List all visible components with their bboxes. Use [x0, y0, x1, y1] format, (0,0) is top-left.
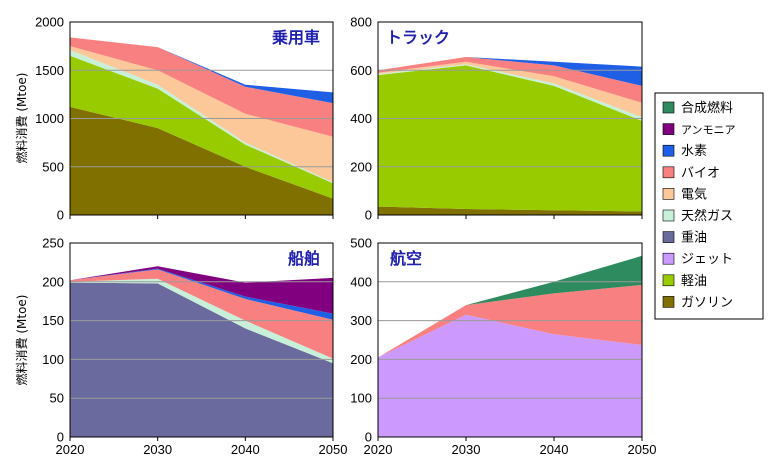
area-水素 — [378, 57, 642, 86]
y-tick-label: 1000 — [35, 111, 64, 126]
area-電気 — [70, 46, 333, 183]
plot-frame — [377, 21, 643, 216]
area-水素 — [70, 37, 333, 104]
legend-swatch — [662, 209, 675, 222]
area-バイオ — [378, 284, 642, 358]
y-tick-label: 0 — [365, 208, 372, 223]
x-tick-label: 2030 — [452, 442, 481, 457]
plot-frame — [377, 242, 643, 438]
x-tick-label: 2050 — [628, 442, 657, 457]
area-ガソリン — [378, 206, 642, 215]
plot-frame — [69, 21, 334, 216]
area-軽油 — [70, 55, 333, 199]
y-tick-label: 300 — [350, 313, 372, 328]
area-合成燃料 — [378, 255, 642, 358]
legend-swatch — [662, 231, 675, 243]
area-軽油 — [378, 65, 642, 212]
legend-swatch — [662, 274, 675, 287]
y-tick-label: 200 — [350, 352, 372, 367]
y-tick-label: 800 — [350, 15, 372, 30]
legend-swatch — [662, 252, 675, 265]
legend-label: ガソリン — [681, 295, 733, 310]
panel-title: トラック — [386, 28, 450, 47]
panel-2: 0 200 400 600 800 トラック — [350, 15, 643, 223]
x-tick-label: 2040 — [231, 442, 260, 457]
y-tick-label: 100 — [350, 391, 372, 406]
area-アンモニア — [70, 266, 333, 314]
legend-swatch — [662, 188, 675, 200]
y-tick-label: 100 — [42, 352, 64, 367]
area-電気 — [378, 61, 642, 118]
panel-title: 乗用車 — [272, 28, 320, 47]
y-tick-label: 600 — [350, 63, 372, 78]
y-tick-label: 0 — [57, 208, 64, 223]
area-ガソリン — [70, 106, 333, 215]
area-バイオ — [378, 57, 642, 103]
area-天然ガス — [378, 64, 642, 121]
legend-label: 電気 — [681, 186, 707, 202]
y-tick-label: 1500 — [35, 63, 64, 78]
x-tick-label: 2050 — [319, 442, 348, 457]
y-tick-label: 0 — [365, 430, 372, 445]
y-tick-label: 500 — [42, 159, 64, 174]
area-ジェット — [378, 314, 642, 437]
legend-label: 天然ガス — [681, 208, 733, 224]
plot-frame — [69, 242, 334, 438]
legend-label: ジェット — [681, 252, 733, 267]
y-tick-label: 250 — [42, 236, 64, 251]
y-tick-label: 150 — [42, 313, 64, 328]
legend-swatch — [662, 123, 675, 135]
legend-label: アンモニア — [681, 124, 736, 137]
y-tick-label: 200 — [42, 274, 64, 289]
legend-label: バイオ — [681, 166, 720, 181]
y-tick-label: 400 — [350, 111, 372, 126]
x-tick-label: 2030 — [143, 442, 172, 457]
x-tick-label: 2040 — [540, 442, 569, 457]
panel-title: 船舶 — [288, 249, 320, 268]
panel-4: 0 100 200 300 400 500 2020 2030 2040 2050 航空 — [350, 236, 656, 458]
y-tick-label: 2000 — [35, 15, 64, 30]
y-tick-label: 500 — [350, 236, 372, 251]
x-tick-label: 2020 — [56, 442, 85, 457]
area-バイオ — [70, 37, 333, 137]
y-axis-label: 燃料消費 (Mtoe) — [14, 73, 29, 164]
y-tick-label: 200 — [350, 159, 372, 174]
y-axis-label: 燃料消費 (Mtoe) — [14, 295, 29, 386]
y-tick-label: 0 — [57, 430, 64, 445]
y-tick-label: 400 — [350, 274, 372, 289]
panel-title: 航空 — [390, 249, 422, 268]
legend-label: 軽油 — [681, 274, 707, 289]
legend-swatch — [662, 166, 675, 179]
x-tick-label: 2020 — [364, 442, 393, 457]
legend-swatch — [662, 144, 675, 157]
legend-swatch — [662, 101, 675, 114]
area-天然ガス — [70, 50, 333, 184]
legend-label: 合成燃料 — [681, 100, 733, 116]
area-バイオ — [70, 269, 333, 359]
legend-label: 重油 — [681, 230, 707, 246]
legend-label: 水素 — [681, 144, 707, 159]
y-tick-label: 50 — [50, 391, 64, 406]
legend-swatch — [662, 296, 675, 308]
